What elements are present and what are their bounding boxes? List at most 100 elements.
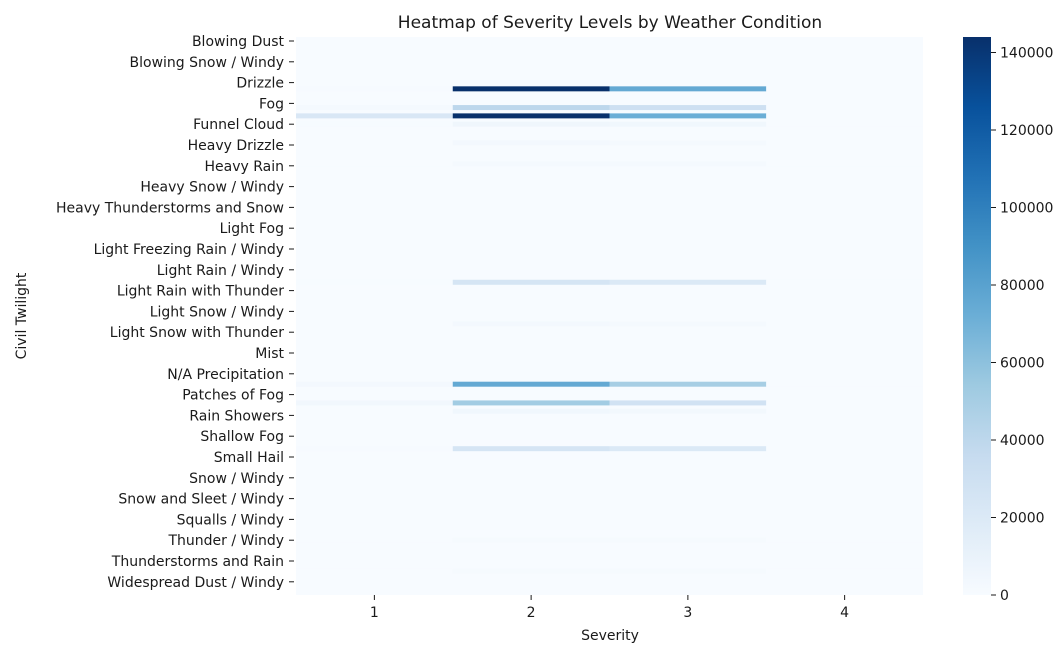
heatmap-cell xyxy=(452,105,610,111)
heatmap-cell xyxy=(296,121,453,127)
x-tick-label: 3 xyxy=(683,605,692,621)
y-axis-label: Civil Twilight xyxy=(14,272,30,359)
y-tick-label: Blowing Dust xyxy=(192,34,285,50)
y-tick-label: Drizzle xyxy=(236,76,284,92)
colorbar-tick-label: 80000 xyxy=(1000,278,1045,294)
heatmap-cell xyxy=(766,121,923,127)
heatmap-cell xyxy=(452,568,610,574)
y-tick-label: Blowing Snow / Windy xyxy=(130,55,284,71)
heatmap-cell xyxy=(296,381,453,387)
heatmap-cell xyxy=(609,537,767,543)
heatmap-cell xyxy=(452,161,610,167)
plot-area xyxy=(296,37,923,595)
x-axis-label: Severity xyxy=(581,628,639,644)
y-tick-label: Rain Showers xyxy=(189,408,284,424)
heatmap-cell xyxy=(296,400,453,406)
heatmap-cell xyxy=(296,537,453,543)
heatmap-cell xyxy=(452,121,610,127)
heatmap-cell xyxy=(452,140,610,146)
y-tick-label: Snow and Sleet / Windy xyxy=(118,492,284,508)
heatmap-cell xyxy=(766,105,923,111)
heatmap-cell xyxy=(452,321,610,327)
heatmap-cell xyxy=(296,446,453,452)
heatmap-cell xyxy=(766,86,923,92)
heatmap-cell xyxy=(766,446,923,452)
y-tick-label: Funnel Cloud xyxy=(193,117,284,133)
x-axis: 1 2 3 4 xyxy=(370,595,849,621)
heatmap-cell xyxy=(296,408,453,414)
heatmap-cell xyxy=(296,86,453,92)
x-tick-label: 1 xyxy=(370,605,379,621)
colorbar-tick-label: 20000 xyxy=(1000,511,1045,527)
heatmap-cell xyxy=(452,408,610,414)
colorbar-tick-label: 40000 xyxy=(1000,433,1045,449)
heatmap-cell xyxy=(296,140,453,146)
heatmap-cells xyxy=(296,86,923,574)
heatmap-cell xyxy=(766,113,923,119)
heatmap-cell xyxy=(452,446,610,452)
heatmap-cell xyxy=(766,321,923,327)
heatmap-background xyxy=(296,37,923,595)
heatmap-cell xyxy=(766,537,923,543)
heatmap-cell xyxy=(452,279,610,285)
heatmap-cell xyxy=(296,105,453,111)
heatmap-cell xyxy=(296,113,453,119)
heatmap-cell xyxy=(766,161,923,167)
y-tick-label: Thunder / Windy xyxy=(167,533,284,549)
heatmap-cell xyxy=(452,537,610,543)
y-tick-label: Light Snow / Windy xyxy=(150,304,284,320)
heatmap-cell xyxy=(766,408,923,414)
heatmap-cell xyxy=(609,161,767,167)
colorbar-gradient xyxy=(963,37,991,595)
chart-title: Heatmap of Severity Levels by Weather Co… xyxy=(398,13,822,33)
heatmap-cell xyxy=(766,279,923,285)
heatmap-cell xyxy=(609,121,767,127)
heatmap-cell xyxy=(609,446,767,452)
colorbar: 0 20000 40000 60000 80000 100000 120000 140000 xyxy=(963,37,1053,604)
heatmap-cell xyxy=(452,381,610,387)
heatmap-cell xyxy=(452,400,610,406)
heatmap-cell xyxy=(296,568,453,574)
y-tick-label: Widespread Dust / Windy xyxy=(107,575,284,591)
heatmap-cell xyxy=(296,161,453,167)
heatmap-cell xyxy=(766,400,923,406)
y-tick-label: Snow / Windy xyxy=(189,471,284,487)
y-tick-label: Light Freezing Rain / Windy xyxy=(94,242,284,258)
y-tick-label: Mist xyxy=(255,346,284,362)
y-tick-label: Patches of Fog xyxy=(182,388,284,404)
colorbar-ticks: 0 20000 40000 60000 80000 100000 120000 140000 xyxy=(991,46,1053,604)
colorbar-tick-label: 100000 xyxy=(1000,201,1053,217)
y-tick-label: Light Rain with Thunder xyxy=(117,284,284,300)
heatmap-cell xyxy=(766,381,923,387)
y-tick-label: Light Fog xyxy=(220,221,284,237)
y-tick-label: Fog xyxy=(259,96,284,112)
heatmap-cell xyxy=(452,86,610,92)
colorbar-tick-label: 0 xyxy=(1000,588,1009,604)
heatmap-cell xyxy=(609,113,767,119)
heatmap-cell xyxy=(452,113,610,119)
heatmap-cell xyxy=(766,568,923,574)
heatmap-cell xyxy=(296,279,453,285)
x-tick-label: 2 xyxy=(527,605,536,621)
y-tick-label: Light Rain / Windy xyxy=(157,263,284,279)
y-tick-label: N/A Precipitation xyxy=(167,367,284,383)
colorbar-tick-label: 140000 xyxy=(1000,46,1053,62)
heatmap-cell xyxy=(609,381,767,387)
x-tick-label: 4 xyxy=(840,605,849,621)
y-tick-label: Squalls / Windy xyxy=(177,512,284,528)
y-tick-label: Shallow Fog xyxy=(200,429,284,445)
y-tick-label: Small Hail xyxy=(214,450,284,466)
heatmap-cell xyxy=(609,105,767,111)
colorbar-tick-label: 60000 xyxy=(1000,356,1045,372)
heatmap-cell xyxy=(766,140,923,146)
heatmap-cell xyxy=(609,408,767,414)
y-axis: Blowing Dust Blowing Snow / Windy Drizzle F… xyxy=(56,34,294,591)
y-tick-label: Heavy Drizzle xyxy=(188,138,284,154)
heatmap-cell xyxy=(609,279,767,285)
y-tick-label: Heavy Rain xyxy=(204,159,284,175)
y-tick-label: Thunderstorms and Rain xyxy=(111,554,284,570)
y-tick-label: Light Snow with Thunder xyxy=(110,325,284,341)
heatmap-cell xyxy=(609,568,767,574)
colorbar-tick-label: 120000 xyxy=(1000,123,1053,139)
